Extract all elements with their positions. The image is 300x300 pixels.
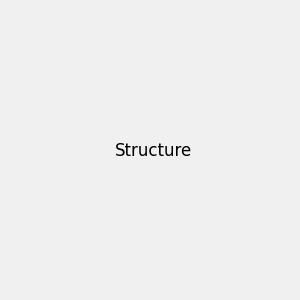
Text: Structure: Structure [115, 142, 192, 160]
